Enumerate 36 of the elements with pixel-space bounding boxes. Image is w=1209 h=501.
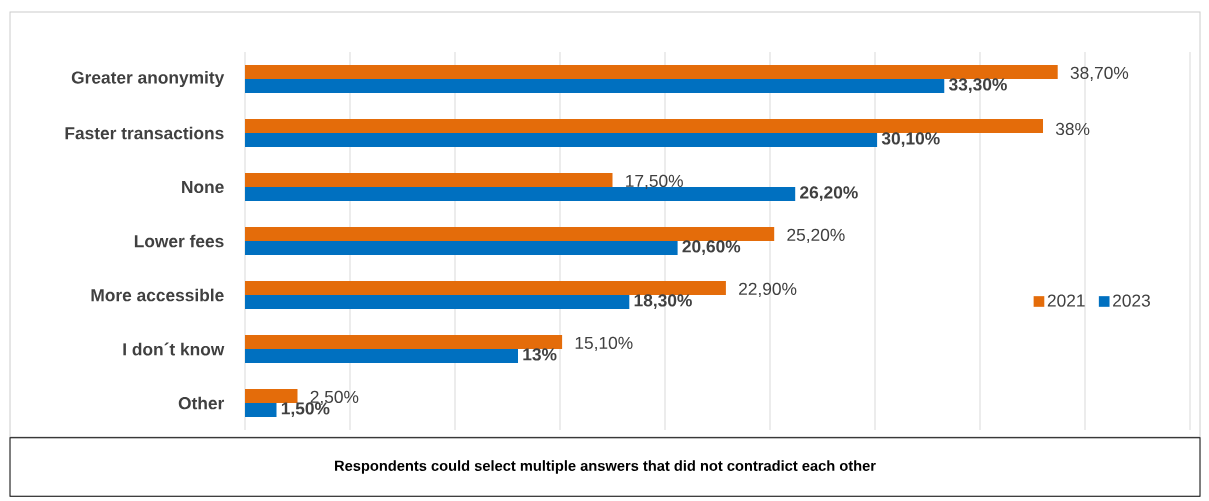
bar: [245, 119, 1044, 134]
bar: [245, 335, 563, 349]
bar: [245, 227, 775, 242]
bar: [245, 173, 613, 187]
data-label: 25,20%: [787, 228, 845, 244]
bar: [245, 349, 519, 363]
bar: [245, 295, 630, 310]
y-tick-label: I don´t know: [123, 342, 225, 356]
bar: [245, 281, 726, 296]
data-label: 38%: [1055, 122, 1090, 136]
data-label: 20,60%: [682, 240, 741, 256]
bar: [245, 133, 878, 148]
bar: [245, 65, 1058, 80]
y-tick-label: Lower fees: [134, 234, 224, 248]
data-label: 33,30%: [948, 78, 1007, 94]
bar: [245, 79, 945, 94]
bar: [245, 187, 796, 201]
data-label: 30,10%: [881, 132, 940, 148]
data-label: 18,30%: [634, 294, 692, 310]
bar: [245, 403, 277, 418]
data-label: 38,70%: [1070, 66, 1129, 82]
y-tick-label: More accessible: [91, 288, 224, 302]
data-label: 26,20%: [800, 186, 858, 202]
legend-label: 2021: [1047, 294, 1085, 307]
y-tick-label: Faster transactions: [65, 126, 224, 140]
y-tick-label: Other: [178, 396, 225, 410]
data-label: 13%: [523, 348, 557, 361]
y-tick-label: Greater anonymity: [71, 70, 225, 88]
legend-label: 2023: [1113, 294, 1150, 307]
data-label: 15,10%: [575, 336, 633, 352]
data-label: 17,50%: [626, 174, 683, 190]
y-tick-label: None: [182, 180, 224, 194]
data-label: 22,90%: [739, 282, 797, 298]
bar: [245, 389, 298, 404]
text: Respondents could select multiple answers that did not contradict each other: [335, 460, 876, 474]
bar: [245, 241, 678, 256]
